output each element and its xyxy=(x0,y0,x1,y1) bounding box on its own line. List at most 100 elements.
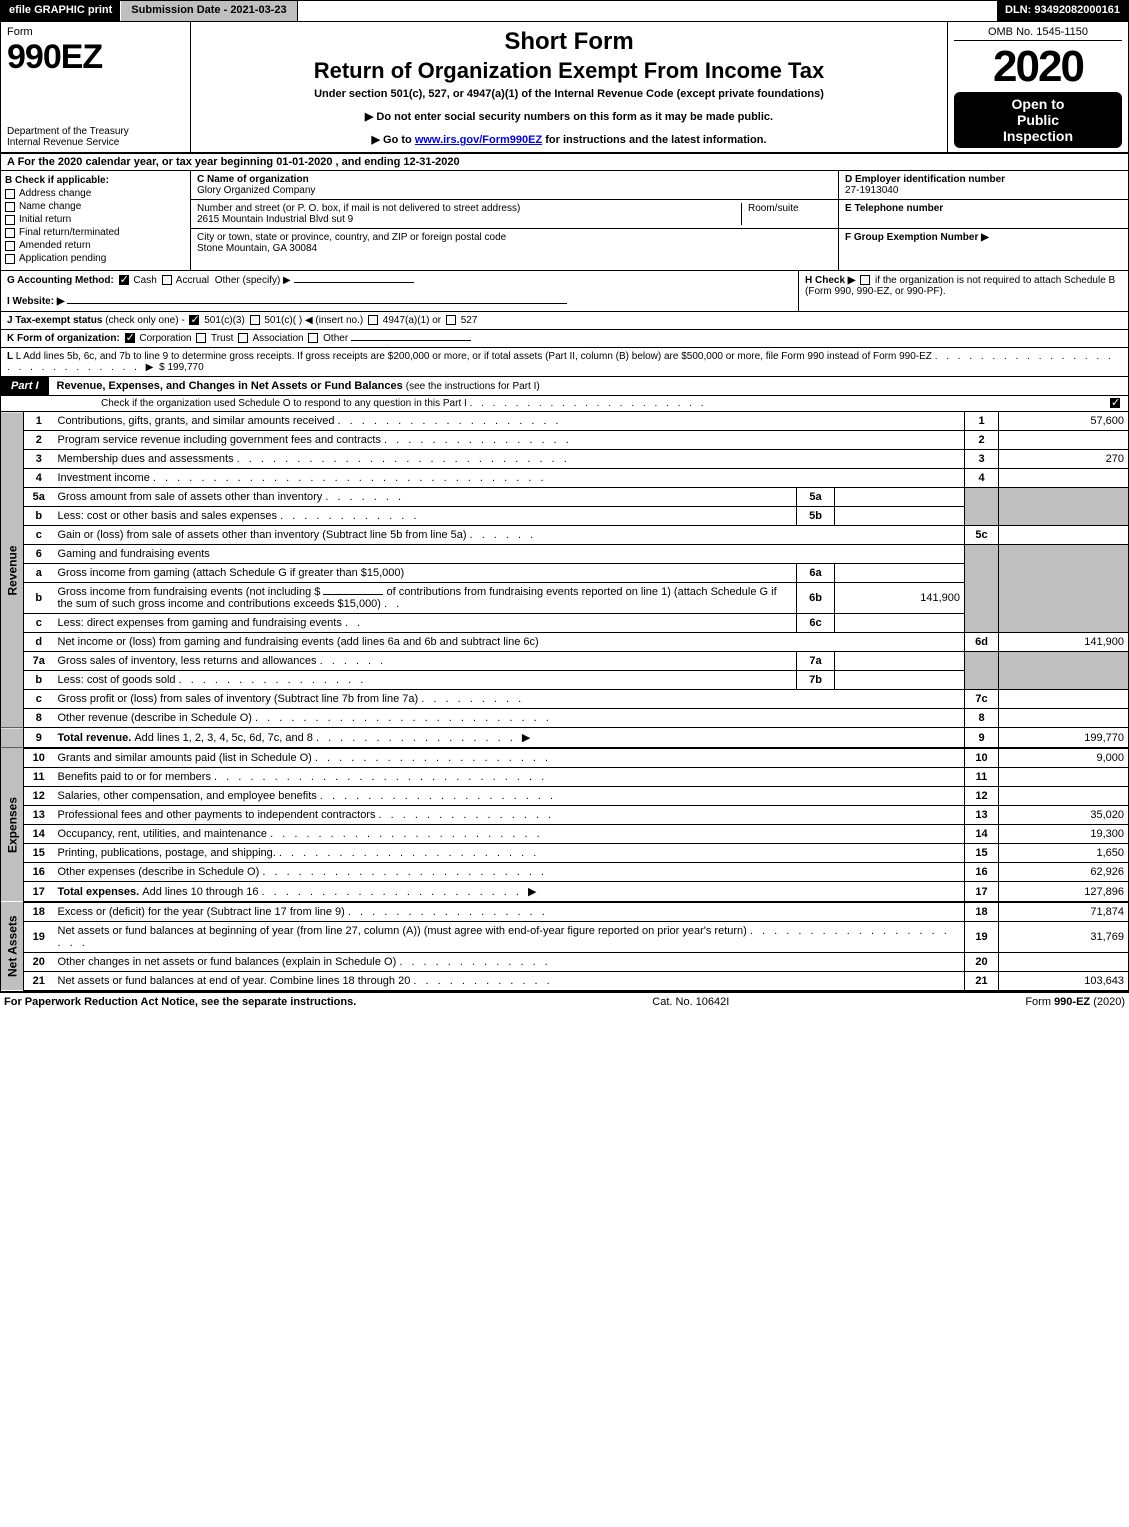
line-16: 16 Other expenses (describe in Schedule … xyxy=(1,863,1129,882)
line-val xyxy=(999,690,1129,709)
opt-corporation: Corporation xyxy=(139,333,191,344)
grey-cell xyxy=(999,488,1129,526)
chk-name-change[interactable]: Name change xyxy=(5,201,186,212)
line-desc: Less: cost of goods sold . . . . . . . .… xyxy=(54,671,797,690)
chk-initial-return[interactable]: Initial return xyxy=(5,214,186,225)
under-section: Under section 501(c), 527, or 4947(a)(1)… xyxy=(201,88,937,100)
line-desc: Net income or (loss) from gaming and fun… xyxy=(54,633,965,652)
mini-ref: 6c xyxy=(797,614,835,633)
line-desc: Gross amount from sale of assets other t… xyxy=(54,488,797,507)
chk-amended-return[interactable]: Amended return xyxy=(5,240,186,251)
line-ref: 18 xyxy=(965,902,999,922)
chk-application-pending[interactable]: Application pending xyxy=(5,253,186,264)
dept-treasury: Department of the Treasury xyxy=(7,126,184,137)
line-num: 2 xyxy=(24,431,54,450)
line-ref: 13 xyxy=(965,806,999,825)
line-ref: 14 xyxy=(965,825,999,844)
line-val: 199,770 xyxy=(999,728,1129,749)
chk-schedule-b[interactable] xyxy=(860,275,870,285)
tax-year: 2020 xyxy=(954,42,1122,92)
line-val: 127,896 xyxy=(999,882,1129,903)
line-8: 8 Other revenue (describe in Schedule O)… xyxy=(1,709,1129,728)
box-c: C Name of organization Glory Organized C… xyxy=(191,171,838,270)
info-right: D Employer identification number 27-1913… xyxy=(838,171,1128,270)
line-ref: 2 xyxy=(965,431,999,450)
line-6b: b Gross income from fundraising events (… xyxy=(1,583,1129,614)
line-val xyxy=(999,431,1129,450)
part-1-title-wrap: Revenue, Expenses, and Changes in Net As… xyxy=(49,377,1128,395)
efile-print-button[interactable]: efile GRAPHIC print xyxy=(1,1,121,21)
line-10: Expenses 10 Grants and similar amounts p… xyxy=(1,748,1129,768)
line-3: 3 Membership dues and assessments . . . … xyxy=(1,450,1129,469)
box-h: H Check ▶ if the organization is not req… xyxy=(798,271,1128,311)
chk-4947[interactable] xyxy=(368,315,378,325)
contrib-amount-input[interactable] xyxy=(323,594,383,595)
box-i-label: I Website: ▶ xyxy=(7,296,65,307)
checkbox-icon xyxy=(5,241,15,251)
line-desc: Occupancy, rent, utilities, and maintena… xyxy=(54,825,965,844)
mini-val xyxy=(835,564,965,583)
street-row: Number and street (or P. O. box, if mail… xyxy=(191,200,838,229)
chk-501c3[interactable] xyxy=(189,315,199,325)
checkbox-icon xyxy=(5,202,15,212)
checkbox-icon xyxy=(5,189,15,199)
chk-other-org[interactable] xyxy=(308,333,318,343)
box-l-text: L Add lines 5b, 6c, and 7b to line 9 to … xyxy=(16,351,932,362)
chk-cash[interactable] xyxy=(119,275,129,285)
line-9: 9 Total revenue. Add lines 1, 2, 3, 4, 5… xyxy=(1,728,1129,749)
box-k: K Form of organization: Corporation Trus… xyxy=(0,330,1129,348)
line-val xyxy=(999,953,1129,972)
line-val: 31,769 xyxy=(999,922,1129,953)
line-val: 57,600 xyxy=(999,412,1129,431)
line-desc: Salaries, other compensation, and employ… xyxy=(54,787,965,806)
line-ref: 16 xyxy=(965,863,999,882)
grey-cell xyxy=(999,652,1129,690)
line-num: d xyxy=(24,633,54,652)
box-h-prefix: H Check ▶ xyxy=(805,275,858,286)
form-word: Form xyxy=(7,26,184,38)
goto-link[interactable]: www.irs.gov/Form990EZ xyxy=(415,134,542,146)
chk-trust[interactable] xyxy=(196,333,206,343)
grey-cell xyxy=(965,488,999,526)
line-val: 19,300 xyxy=(999,825,1129,844)
opt-other-org: Other xyxy=(323,333,348,344)
chk-501c[interactable] xyxy=(250,315,260,325)
chk-527[interactable] xyxy=(446,315,456,325)
chk-final-return[interactable]: Final return/terminated xyxy=(5,227,186,238)
box-j-label: J Tax-exempt status xyxy=(7,315,102,326)
chk-address-change[interactable]: Address change xyxy=(5,188,186,199)
line-desc: Net assets or fund balances at end of ye… xyxy=(54,972,965,992)
line-num: 4 xyxy=(24,469,54,488)
footer-left: For Paperwork Reduction Act Notice, see … xyxy=(4,996,356,1008)
mini-val xyxy=(835,652,965,671)
street-value: 2615 Mountain Industrial Blvd sut 9 xyxy=(197,214,735,225)
other-specify-input[interactable] xyxy=(294,282,414,283)
chk-corporation[interactable] xyxy=(125,333,135,343)
checkbox-icon xyxy=(5,254,15,264)
opt-trust: Trust xyxy=(211,333,233,344)
dln-label: DLN: 93492082000161 xyxy=(997,1,1128,21)
chk-label: Initial return xyxy=(19,214,71,225)
submission-date-button[interactable]: Submission Date - 2021-03-23 xyxy=(121,1,297,21)
chk-schedule-o[interactable] xyxy=(1110,398,1120,408)
website-input[interactable] xyxy=(67,303,567,304)
box-j: J Tax-exempt status (check only one) - 5… xyxy=(0,312,1129,330)
info-grid: B Check if applicable: Address change Na… xyxy=(0,171,1129,271)
inspect-line3: Inspection xyxy=(956,128,1120,144)
line-desc: Membership dues and assessments . . . . … xyxy=(54,450,965,469)
chk-association[interactable] xyxy=(238,333,248,343)
checkbox-icon xyxy=(5,215,15,225)
line-desc: Grants and similar amounts paid (list in… xyxy=(54,748,965,768)
goto-prefix: ▶ Go to xyxy=(372,134,415,146)
mini-val xyxy=(835,614,965,633)
line-7c: c Gross profit or (loss) from sales of i… xyxy=(1,690,1129,709)
line-desc: Printing, publications, postage, and shi… xyxy=(54,844,965,863)
mini-val xyxy=(835,671,965,690)
line-7a: 7a Gross sales of inventory, less return… xyxy=(1,652,1129,671)
line-20: 20 Other changes in net assets or fund b… xyxy=(1,953,1129,972)
chk-accrual[interactable] xyxy=(162,275,172,285)
other-org-input[interactable] xyxy=(351,340,471,341)
grey-cell xyxy=(965,652,999,690)
footer-right: Form 990-EZ (2020) xyxy=(1025,996,1125,1008)
city-row: City or town, state or province, country… xyxy=(191,229,838,257)
